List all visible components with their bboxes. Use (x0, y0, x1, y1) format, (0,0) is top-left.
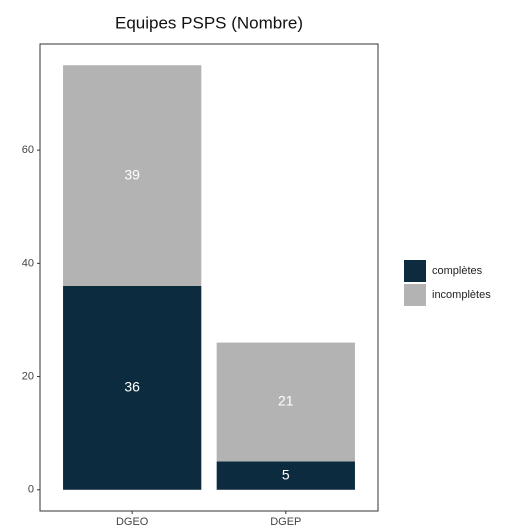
bar-segment (216, 461, 355, 490)
bar-segment (63, 65, 202, 286)
value-label: 36 (124, 379, 140, 395)
value-label: 39 (124, 166, 140, 182)
legend-swatch (404, 260, 426, 282)
legend-swatch (404, 284, 426, 306)
bar-segment (63, 285, 202, 490)
x-tick-label: DGEP (270, 516, 301, 528)
y-tick-label: 60 (22, 144, 34, 156)
value-label: 5 (282, 466, 290, 482)
y-tick-label: 40 (22, 257, 34, 269)
value-label: 21 (278, 393, 294, 409)
bar-segment (216, 342, 355, 462)
legend-label: complètes (432, 265, 483, 277)
legend-label: incomplètes (432, 289, 491, 301)
y-tick-label: 0 (28, 484, 34, 496)
x-tick-label: DGEO (116, 516, 149, 528)
chart-title: Equipes PSPS (Nombre) (115, 13, 303, 32)
y-tick-label: 20 (22, 370, 34, 382)
panel-border (39, 43, 379, 512)
